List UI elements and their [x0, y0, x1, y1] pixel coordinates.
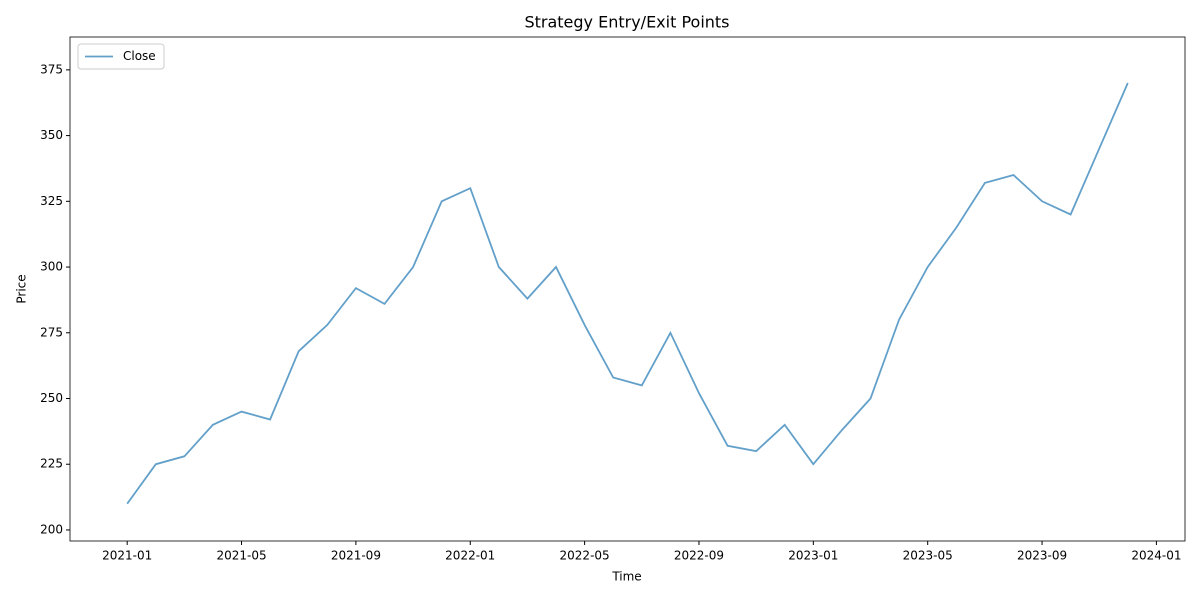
x-tick-label: 2023-01 — [788, 549, 838, 563]
x-axis-label: Time — [611, 570, 641, 584]
y-tick-label: 200 — [40, 522, 63, 536]
y-axis-label: Price — [15, 274, 29, 303]
x-tick-label: 2023-05 — [903, 549, 953, 563]
chart-title: Strategy Entry/Exit Points — [524, 13, 729, 32]
y-tick-label: 250 — [40, 391, 63, 405]
x-tick-label: 2022-09 — [674, 549, 724, 563]
x-tick-label: 2021-05 — [216, 549, 266, 563]
x-tick-label: 2021-09 — [331, 549, 381, 563]
x-tick-label: 2022-01 — [445, 549, 495, 563]
plot-frame — [69, 36, 1186, 542]
legend-box — [77, 43, 165, 70]
line — [126, 82, 1129, 505]
x-tick-label: 2023-09 — [1017, 549, 1067, 563]
x-tick-label: 2022-05 — [560, 549, 610, 563]
x-tick-label: 2021-01 — [102, 549, 152, 563]
y-tick-label: 325 — [40, 194, 63, 208]
legend-label: Close — [123, 49, 156, 63]
x-tick-label: 2024-01 — [1131, 549, 1181, 563]
y-tick-label: 225 — [40, 457, 63, 471]
y-tick-label: 300 — [40, 260, 63, 274]
y-tick-label: 375 — [40, 62, 63, 76]
y-tick-label: 350 — [40, 128, 63, 142]
y-tick-label: 275 — [40, 325, 63, 339]
